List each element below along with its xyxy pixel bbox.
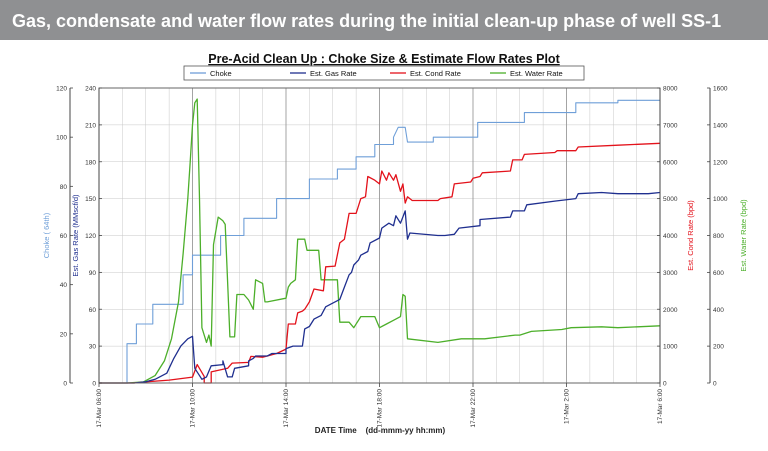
axis-tick-label-cond: 2000	[663, 307, 678, 314]
axis-tick-label-water: 1400	[713, 122, 728, 129]
axis-tick-label-choke: 40	[60, 282, 68, 289]
axis-tick-label-cond: 6000	[663, 159, 678, 166]
legend-box	[183, 65, 585, 81]
series-line-choke	[99, 99, 660, 384]
legend-label-choke: Choke	[210, 69, 232, 78]
axis-tick-label-choke: 60	[60, 233, 68, 240]
axis-tick-label-choke: 120	[56, 86, 67, 93]
x-tick-label: 17-Mar 6:00	[657, 389, 664, 424]
axis-tick-label-gas: 30	[89, 344, 97, 351]
axis-tick-label-cond: 0	[663, 381, 667, 388]
axis-title-cond: Est. Cond Rate (bpd)	[686, 200, 695, 271]
x-tick-label: 17-Mar 14:00	[283, 389, 290, 428]
series-line-cond	[99, 142, 661, 384]
axis-tick-label-cond: 5000	[663, 196, 678, 203]
x-tick-label: 17-Mar 06:00	[96, 389, 103, 428]
axis-tick-label-gas: 150	[85, 196, 96, 203]
axis-tick-label-cond: 1000	[663, 344, 678, 351]
axis-tick-label-gas: 60	[89, 307, 97, 314]
axis-tick-label-water: 1000	[713, 196, 728, 203]
x-axis-title: DATE Time (dd-mmm-yy hh:mm)	[315, 426, 446, 435]
banner-title: Gas, condensate and water flow rates dur…	[12, 11, 721, 31]
grid-lines	[99, 88, 660, 383]
title-banner	[0, 0, 768, 40]
axis-tick-label-water: 0	[713, 381, 717, 388]
axis-tick-label-choke: 80	[60, 184, 68, 191]
axis-tick-label-cond: 4000	[663, 233, 678, 240]
axis-tick-label-water: 600	[713, 270, 724, 277]
axis-tick-label-choke: 100	[56, 135, 67, 142]
chart-title: Pre-Acid Clean Up : Choke Size & Estimat…	[208, 52, 560, 66]
series-layer	[99, 98, 661, 384]
axis-tick-label-gas: 0	[92, 381, 96, 388]
axis-tick-label-cond: 3000	[663, 270, 678, 277]
axis-tick-label-gas: 180	[85, 159, 96, 166]
axis-tick-label-water: 800	[713, 233, 724, 240]
axes: 0 20 40 60 80 100 120 Choke ( 64th) 0 30 60 90 120 15…	[42, 86, 748, 428]
axis-tick-label-gas: 120	[85, 233, 96, 240]
x-tick-label: 17-Mar 18:00	[377, 389, 384, 428]
series-line-water	[99, 98, 661, 384]
axis-tick-label-gas: 210	[85, 122, 96, 129]
axis-tick-label-water: 1200	[713, 159, 728, 166]
axis-tick-label-cond: 8000	[663, 86, 678, 93]
axis-tick-label-gas: 240	[85, 86, 96, 93]
axis-tick-label-water: 1600	[713, 86, 728, 93]
series-line-gas	[99, 191, 661, 384]
x-tick-label: 17-Mar 22:00	[470, 389, 477, 428]
legend-label-cond: Est. Cond Rate	[410, 69, 461, 78]
axis-tick-label-cond: 7000	[663, 122, 678, 129]
x-tick-label: 17-Mar 2:00	[564, 389, 571, 424]
axis-tick-label-gas: 90	[89, 270, 97, 277]
axis-tick-label-water: 200	[713, 344, 724, 351]
legend-label-gas: Est. Gas Rate	[310, 69, 357, 78]
axis-tick-label-choke: 20	[60, 331, 68, 338]
axis-tick-label-water: 400	[713, 307, 724, 314]
axis-title-choke: Choke ( 64th)	[42, 212, 51, 258]
axis-tick-label-choke: 0	[63, 381, 67, 388]
legend: Choke Est. Gas Rate Est. Cond Rate Est. Wat…	[190, 69, 563, 78]
axis-title-water: Est. Water Rate (bpd)	[739, 199, 748, 272]
axis-title-gas: Est. Gas Rate (MMscf/d)	[71, 194, 80, 277]
x-tick-label: 17-Mar 10:00	[190, 389, 197, 428]
legend-label-water: Est. Water Rate	[510, 69, 563, 78]
